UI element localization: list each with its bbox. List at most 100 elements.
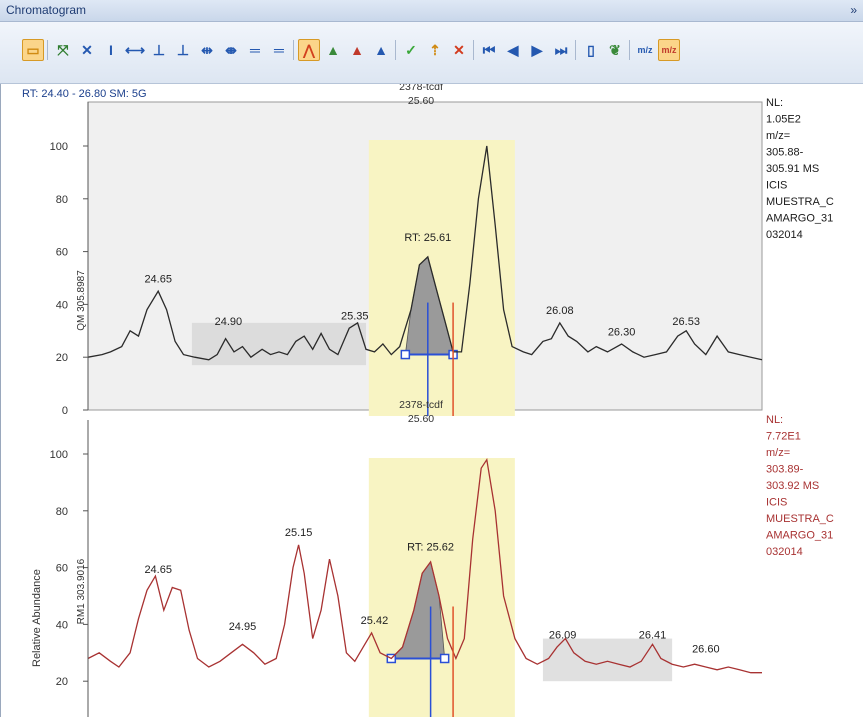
toolbar-separator [575,40,576,60]
bottom-chromatogram-panel[interactable]: 20 40 60 80 100 RM1 303.9016 Relative Abundanc… [31,399,834,717]
retention-window-band [368,140,515,416]
peak-up-button[interactable]: ⊥ [152,41,166,58]
zoom-out-y-button[interactable]: ═ [274,42,284,58]
reject-button[interactable]: ✕ [453,41,465,58]
noise-region[interactable] [542,638,673,682]
top-chromatogram-panel[interactable]: 0 20 40 60 80 100 QM 305.8987 2378-tcdf 25.60 RT:… [50,81,834,417]
peak-down-button[interactable]: ⊥ [176,41,190,58]
toolbar-separator [395,40,396,60]
toolbar-separator [473,40,474,60]
scan-info-line: 303.92 MS [766,480,819,492]
previous-button[interactable]: ◀ [507,41,519,58]
zoom-y-button[interactable]: I [109,42,113,58]
scan-info-line: AMARGO_31 [766,213,833,225]
y-tick-label: 40 [56,299,68,311]
scan-info-line: 305.88- [766,147,804,159]
y-tick-label: 60 [56,247,68,259]
scan-info-line: m/z= [766,447,790,459]
peak-edit-button[interactable]: ▲ [374,42,388,58]
scan-info-line: ICIS [766,497,787,509]
y-tick-label: 0 [62,405,68,417]
compound-rt-label: 25.60 [408,413,434,425]
compound-rt-label: 25.60 [408,95,434,107]
chromatogram-plots[interactable]: RT: 24.40 - 26.80 SM: 5G 0 20 40 60 80 100 QM … [0,81,863,717]
scan-info-line: 303.89- [766,464,804,476]
y-tick-label: 100 [50,449,68,461]
pointer-button[interactable]: ⇡ [429,41,441,58]
scan-info-line: MUESTRA_C [766,513,834,525]
peak-rt-label: 24.95 [229,621,257,633]
peak-rt-label: 26.60 [692,643,720,655]
baseline-end-handle[interactable] [439,653,450,664]
scan-info-line: 032014 [766,229,803,241]
zoom-out-x-button[interactable]: ⇼ [225,41,237,58]
trace-mass-label: RM1 303.9016 [76,558,87,624]
peak-add-button[interactable]: ▲ [326,42,340,58]
last-button[interactable]: ⏭ [554,41,568,58]
scan-info-line: ICIS [766,180,787,192]
chromatogram-trace[interactable] [87,457,762,674]
compound-name-label: 2378-tcdf [399,84,443,93]
rt-range-label: RT: 24.40 - 26.80 SM: 5G [22,88,147,100]
panel-border [0,84,1,717]
accept-button[interactable]: ✓ [405,41,417,58]
zoom-xy-button[interactable]: ✕ [81,41,93,58]
chromatogram-trace[interactable] [87,145,763,361]
chromatogram-plot-area: RT: 24.40 - 26.80 SM: 5G 0 20 40 60 80 100 QM … [0,81,863,717]
display-options-button[interactable]: ▭ [22,39,44,61]
window-title: Chromatogram [6,3,87,17]
scan-info-line: AMARGO_31 [766,530,833,542]
scan-info-line: NL: [766,414,783,426]
peak-detect-button[interactable]: ⋀ [298,39,320,61]
scan-info-line: 032014 [766,546,803,558]
trace-mass-label: QM 305.8987 [76,270,87,331]
toolbar-separator [293,40,294,60]
selected-rt-label: RT: 25.62 [407,542,454,554]
peak-rt-label: 26.41 [639,629,667,641]
auto-scale-button[interactable]: ⤧ [57,41,69,58]
scan-info-line: 7.72E1 [766,431,801,443]
scan-info-line: 305.91 MS [766,163,819,175]
y-tick-label: 20 [56,676,68,688]
peak-rt-label: 24.65 [144,274,172,286]
zoom-in-y-button[interactable]: ═ [250,42,260,58]
retention-window-band [368,458,515,717]
y-tick-label: 80 [56,506,68,518]
toolbar-separator [629,40,630,60]
peak-rt-label: 26.30 [608,326,636,338]
compound-name-label: 2378-tcdf [399,399,443,411]
peak-rt-label: 24.90 [215,316,243,328]
toolbar-separator [47,40,48,60]
spectrum-button[interactable]: ❦ [609,41,621,58]
zoom-x-button[interactable]: ⟷ [124,41,146,58]
y-tick-label: 20 [56,352,68,364]
peak-remove-button[interactable]: ▲ [350,42,364,58]
baseline-start-handle[interactable] [400,349,411,360]
peak-rt-label: 25.42 [361,615,389,627]
panel-pin-icon[interactable]: » [850,3,857,17]
peak-rt-label: 26.53 [672,316,700,328]
noise-region[interactable] [191,322,367,366]
scan-info-line: NL: [766,97,783,109]
scan-info-line: m/z= [766,130,790,142]
scan-info-line: 1.05E2 [766,114,801,126]
y-tick-label: 60 [56,563,68,575]
peak-rt-label: 25.15 [285,527,313,539]
next-button[interactable]: ▶ [531,41,543,58]
y-tick-label: 80 [56,194,68,206]
scan-info-line: MUESTRA_C [766,196,834,208]
first-button[interactable]: ⏮ [482,41,496,58]
peak-rt-label: 26.08 [546,305,574,317]
y-tick-label: 100 [50,141,68,153]
mz-range-button[interactable]: m/z [637,45,653,55]
y-tick-label: 40 [56,619,68,631]
mz-active-button[interactable]: m/z [658,39,680,61]
copy-page-button[interactable]: ▯ [587,41,595,58]
y-axis-title: Relative Abundance [31,569,43,667]
zoom-in-x-button[interactable]: ⇹ [201,41,213,58]
title-bar: Chromatogram » [0,0,863,22]
peak-rt-label: 25.35 [341,311,369,323]
selected-rt-label: RT: 25.61 [404,232,451,244]
peak-rt-label: 26.09 [549,629,577,641]
